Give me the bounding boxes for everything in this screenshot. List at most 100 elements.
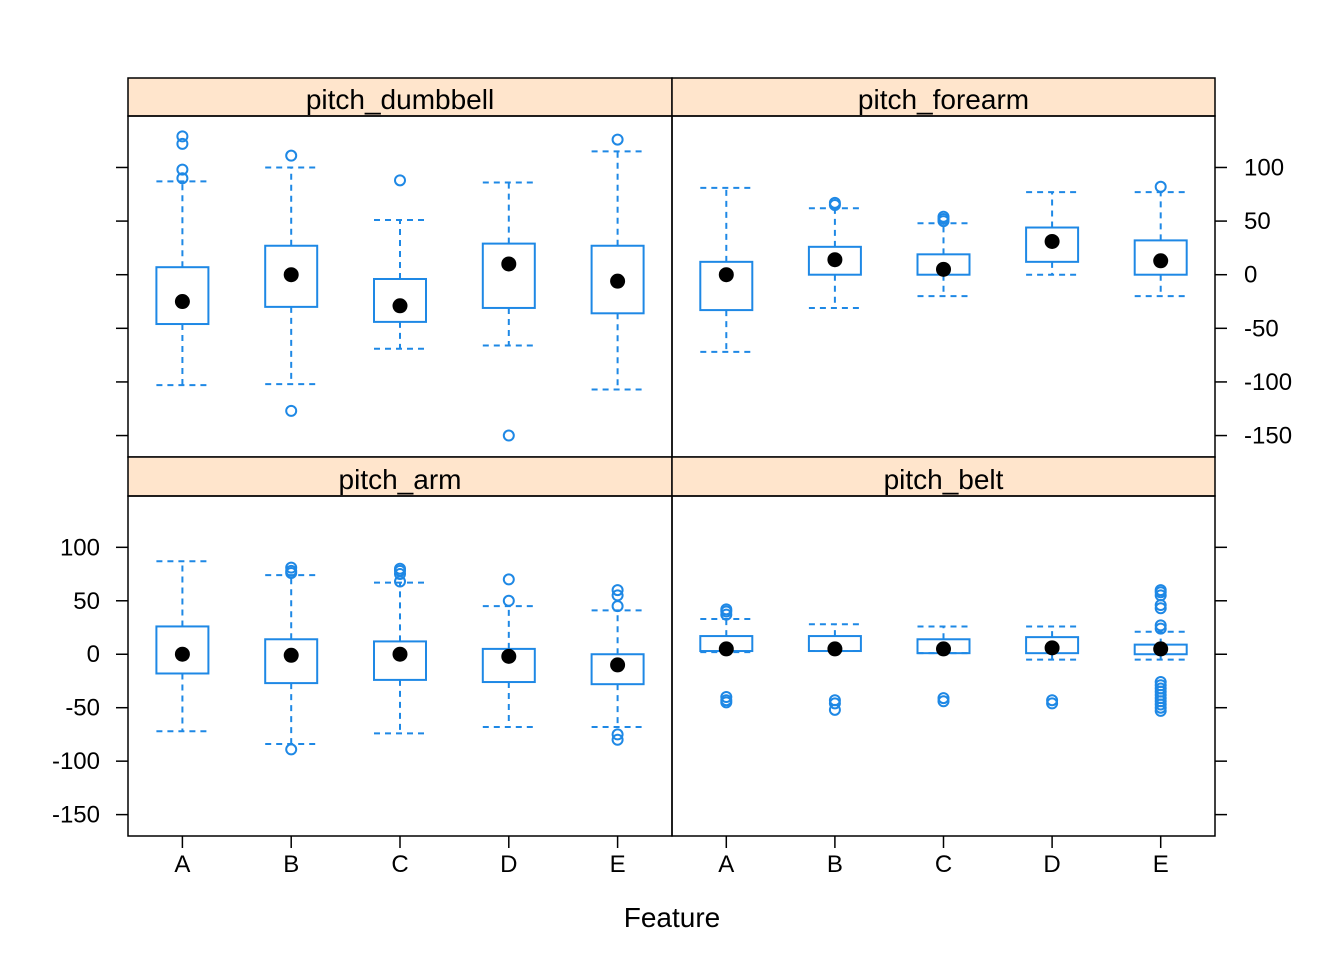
panels-layer: pitch_dumbbell pitch_forearm pitch_arm pitc… [127,77,1216,837]
outlier-point [1154,619,1167,632]
median-dot [718,641,734,657]
box-pitch_belt-E [1133,584,1188,717]
median-dot [283,647,299,663]
box-iqr [373,277,427,323]
box-pitch_forearm-D [1025,191,1080,276]
box-iqr [699,260,754,312]
outlier-point [611,584,624,597]
strip-label-pitch_dumbbell: pitch_dumbbell [306,84,494,115]
panel-frame-pitch_belt [671,495,1216,837]
strip-pitch_forearm [671,77,1216,117]
median-dot [174,646,190,662]
median-dot [936,261,951,277]
median-dot [283,267,299,283]
box-pitch_forearm-C [916,210,971,298]
x-tick-label: D [1043,851,1060,878]
outlier-point [285,149,298,162]
outlier-point [937,695,950,708]
x-axis-title: Feature [624,902,721,933]
x-tick-label: E [1153,851,1169,878]
outlier-point [502,429,515,442]
outlier-point [285,743,298,756]
median-dot [718,267,734,283]
x-tick-label: A [174,851,190,878]
panel-pitch_arm: pitch_arm [127,456,673,837]
axes-layer: -150 -100 -50 0 50 100 -150 -100 -50 0 50 100 A B C D E A… [52,154,1292,878]
outlier-point [611,133,624,146]
strip-pitch_arm [127,456,673,497]
outlier-point [1154,584,1167,597]
median-dot [1044,640,1060,656]
outlier-point [394,562,406,575]
panel-frame-pitch_arm [127,495,673,837]
outlier-point [1046,697,1059,710]
box-pitch_arm-B [264,561,319,756]
box-pitch_forearm-E [1133,180,1188,298]
median-dot [1044,233,1060,249]
box-iqr [807,245,862,276]
y-tick-label-right: 50 [1244,208,1271,235]
box-pitch_dumbbell-D [481,181,536,442]
outlier-point [176,130,189,143]
median-dot [501,256,517,272]
box-iqr [590,653,645,686]
box-pitch_forearm-A [699,186,754,353]
panel-pitch_dumbbell: pitch_dumbbell [127,77,673,458]
median-dot [174,294,190,310]
box-pitch_arm-A [155,560,210,733]
y-tick-label-right: 0 [1244,262,1257,289]
y-tick-label-right: -50 [1244,315,1279,342]
panel-pitch_belt: pitch_belt [671,456,1216,837]
box-pitch_dumbbell-A [155,130,210,387]
outlier-point [285,404,298,417]
y-tick-label-right: 100 [1244,154,1284,181]
outlier-point [1154,180,1167,193]
box-pitch_dumbbell-B [264,149,319,417]
outlier-point [720,603,733,616]
strip-label-pitch_arm: pitch_arm [339,464,462,495]
outlier-point [176,137,189,150]
strip-pitch_dumbbell [127,77,673,117]
median-dot [392,646,408,662]
outlier-point [611,589,624,602]
x-tick-label: C [935,851,952,878]
outlier-point [611,728,624,741]
strip-label-pitch_forearm: pitch_forearm [858,84,1029,115]
median-dot [827,252,843,268]
outlier-point [828,703,841,716]
median-dot [936,641,951,657]
outlier-point [937,210,950,223]
median-dot [610,657,626,673]
y-tick-label-right: -150 [1244,423,1292,450]
box-pitch_dumbbell-C [373,174,427,350]
outlier-point [285,561,298,574]
box-pitch_arm-E [590,584,645,746]
box-iqr [1133,239,1188,276]
panel-frame-pitch_dumbbell [127,115,673,458]
median-dot [827,641,843,657]
box-pitch_forearm-B [807,196,862,309]
x-tick-label: B [283,851,299,878]
outlier-point [828,196,841,209]
outlier-point [176,163,189,176]
outlier-point [611,733,624,746]
outlier-point [502,594,515,607]
median-dot [392,298,408,314]
median-dot [1153,641,1169,657]
x-tick-label: C [391,851,408,878]
box-pitch_arm-C [373,562,427,735]
box-iqr [373,640,427,681]
box-pitch_belt-C [916,625,971,708]
outlier-point [176,172,189,185]
x-tick-label: B [827,851,843,878]
median-dot [1153,253,1169,269]
box-pitch_arm-D [481,573,536,728]
outlier-point [720,696,733,709]
x-tick-label: D [500,851,517,878]
box-pitch_belt-A [699,603,754,709]
box-iqr [1025,226,1080,263]
box-iqr [155,266,210,326]
y-tick-label-left: 100 [60,534,100,561]
median-dot [610,273,626,289]
